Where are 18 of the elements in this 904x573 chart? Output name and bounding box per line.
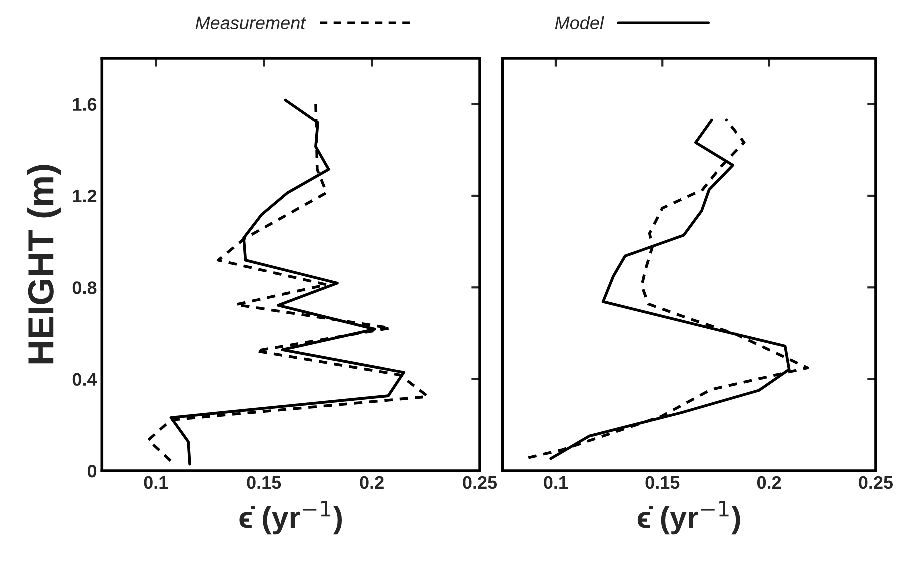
x-tick-label: 0.2 [757, 476, 782, 490]
x-tick-label: 0.1 [144, 476, 168, 490]
x-tick-label: 0.1 [544, 476, 568, 490]
x-tick-label: 0.25 [859, 476, 894, 490]
x-tick-label: 0.15 [247, 476, 282, 490]
x-tick-label: 0.15 [646, 476, 680, 490]
y-tick-label: 0.4 [72, 373, 98, 386]
legend-label: Model [555, 16, 604, 30]
legend-label: Measurement [196, 16, 306, 30]
y-tick-label: 1.6 [73, 98, 97, 112]
x-axis-title: ϵ̇ (yr$^{−1}$) [638, 501, 740, 535]
y-axis-title: HEIGHT (m) [27, 165, 62, 364]
y-tick-label: 1.2 [73, 190, 97, 203]
y-tick-label: 0 [88, 464, 97, 478]
y-tick-label: 0.8 [72, 282, 97, 294]
x-axis-title: ϵ̇ (yr$^{−1}$) [240, 501, 342, 535]
x-tick-label: 0.2 [360, 476, 384, 490]
x-tick-label: 0.25 [463, 476, 498, 490]
